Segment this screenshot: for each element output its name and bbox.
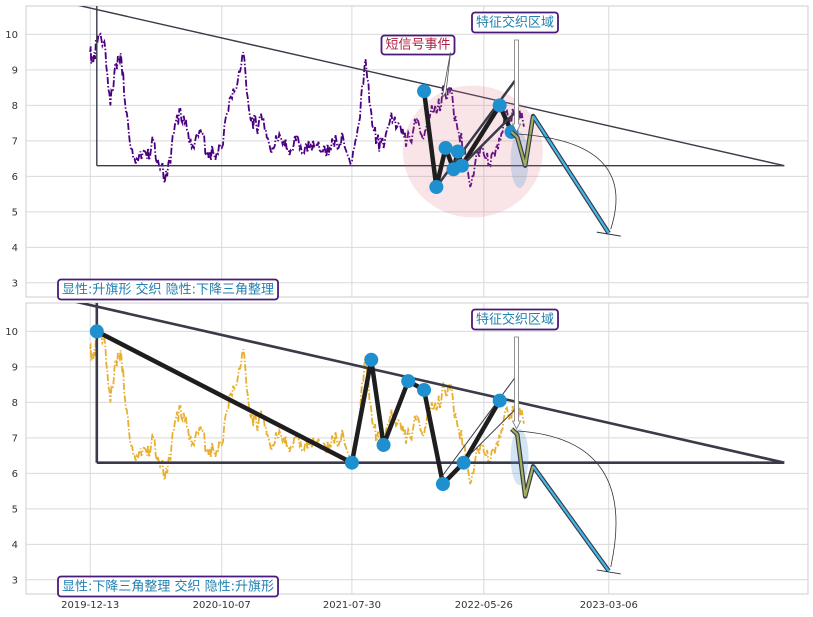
- pattern-pivot-marker: [454, 158, 469, 173]
- price-series-line: [89, 32, 525, 188]
- annotation-pattern-label: 显性:下降三角整理 交织 隐性:升旗形: [62, 579, 274, 595]
- y-tick-label: 9: [12, 65, 18, 76]
- y-tick-label: 10: [5, 30, 18, 41]
- pattern-pivot-marker: [376, 437, 391, 452]
- annotation-box: [57, 575, 279, 598]
- annotation-feature-interleave-zone: 特征交织区域: [476, 312, 554, 328]
- annotation-box: [57, 278, 279, 301]
- flag-lower-line: [461, 409, 516, 464]
- y-tick-label: 7: [12, 433, 18, 444]
- pattern-pivot-marker: [456, 455, 471, 470]
- y-tick-label: 4: [12, 243, 18, 254]
- annotation-pattern-label: 显性:升旗形 交织 隐性:下降三角整理: [62, 282, 274, 298]
- vertical-pointer-arrow: [511, 336, 522, 430]
- bottom-panel-y-ticks: 3 4 5 6 7 8 9 10: [5, 327, 18, 586]
- annotation-feature-interleave-zone: 特征交织区域: [476, 15, 554, 31]
- top-panel-y-ticks: 3 4 5 6 7 8 9 10: [5, 30, 18, 289]
- pattern-pivot-marker: [438, 140, 453, 155]
- forecast-projection-arc: [517, 430, 617, 568]
- x-tick-label: 2021-07-30: [323, 600, 381, 611]
- pattern-pivot-marker: [89, 324, 104, 339]
- y-tick-label: 5: [12, 504, 18, 515]
- triangle-upper-line: [78, 6, 785, 167]
- pattern-pivot-marker: [344, 455, 359, 470]
- y-tick-label: 8: [12, 398, 18, 409]
- pattern-pivot-marker: [364, 352, 379, 367]
- forecast-path-late: [532, 115, 610, 234]
- y-tick-label: 5: [12, 207, 18, 218]
- annotation-short-signal-event: 短信号事件: [385, 38, 450, 53]
- bottom-panel-marks: [75, 303, 785, 575]
- y-tick-label: 6: [12, 469, 18, 480]
- forecast-target-bar: [596, 569, 621, 575]
- annotation-box: [380, 34, 456, 56]
- x-tick-label: 2020-10-07: [193, 600, 251, 611]
- pattern-pivot-marker: [417, 84, 432, 99]
- pattern-pivot-marker: [435, 476, 450, 491]
- pattern-pivot-marker: [492, 98, 507, 113]
- forecast-projection-arc: [517, 133, 617, 230]
- y-tick-label: 10: [5, 327, 18, 338]
- vertical-pointer-arrow: [511, 39, 522, 133]
- y-tick-label: 3: [12, 278, 18, 289]
- forecast-path-early: [510, 115, 535, 166]
- pattern-pivot-marker: [450, 144, 465, 159]
- x-axis-ticks: 2019-12-13 2020-10-07 2021-07-30 2022-05-26…: [61, 600, 638, 611]
- x-tick-label: 2019-12-13: [61, 600, 119, 611]
- forecast-path-early: [510, 428, 535, 497]
- flag-lower-line: [460, 111, 516, 167]
- pattern-pivot-marker: [401, 374, 416, 389]
- forecast-path-late: [532, 465, 610, 572]
- y-tick-label: 9: [12, 362, 18, 373]
- signal-event-arrow: [441, 52, 451, 99]
- price-series-line: [89, 329, 525, 485]
- bottom-panel-frame: [25, 302, 809, 595]
- top-panel-marks: [78, 6, 785, 237]
- pattern-pivot-marker: [429, 179, 444, 194]
- y-tick-label: 7: [12, 136, 18, 147]
- forecast-uncertainty-blob: [510, 131, 529, 188]
- x-tick-label: 2022-05-26: [455, 600, 513, 611]
- y-tick-label: 3: [12, 575, 18, 586]
- pattern-pivot-marker: [417, 382, 432, 397]
- annotation-box: [471, 11, 559, 34]
- annotation-box: [471, 308, 559, 331]
- y-tick-label: 8: [12, 101, 18, 112]
- y-tick-label: 6: [12, 172, 18, 183]
- pattern-pivot-marker: [492, 393, 507, 408]
- forecast-target-bar: [596, 231, 621, 237]
- y-tick-label: 4: [12, 540, 18, 551]
- x-tick-label: 2023-03-06: [580, 600, 638, 611]
